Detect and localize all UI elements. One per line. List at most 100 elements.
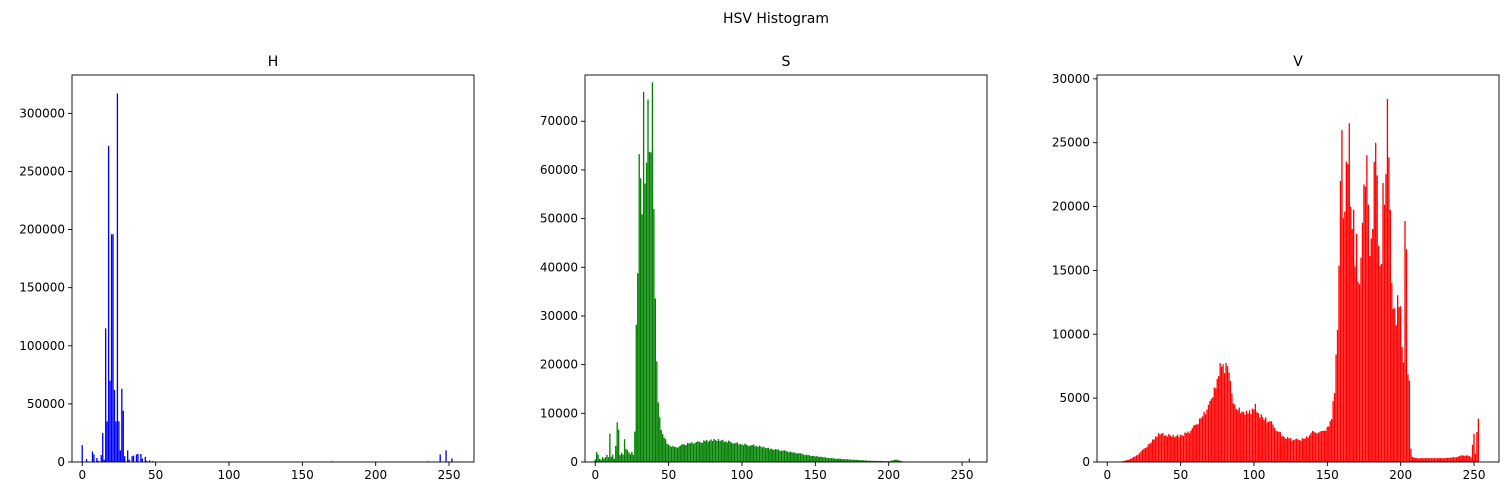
histogram-bar [612,454,614,462]
histogram-bar [879,460,881,462]
histogram-bar [761,447,764,462]
histogram-bar [864,460,866,462]
histogram-bar [1171,436,1173,462]
histogram-bar [1285,438,1287,462]
histogram-bar [647,99,649,462]
histogram-bar [783,450,786,462]
histogram-bar [96,457,98,462]
histogram-bar [1281,436,1283,462]
histogram-bar [116,93,119,462]
histogram-bar [1420,458,1422,462]
histogram-bars-v [1119,99,1480,463]
histogram-bar [744,443,746,462]
histogram-bar [1144,447,1146,462]
histogram-bar [863,460,865,462]
histogram-bar [714,440,717,462]
histogram-bar [835,458,837,462]
histogram-bar [1364,186,1367,462]
histogram-bar [1372,229,1374,462]
histogram-bar [1446,457,1449,462]
histogram-bar [703,440,705,462]
histogram-bar [672,445,674,462]
histogram-bar [968,458,970,462]
histogram-bar [1213,387,1215,462]
histogram-bar [747,445,749,462]
histogram-bar [1416,458,1418,462]
x-tick-label: 150 [1316,468,1339,482]
histogram-bar [827,457,830,462]
histogram-bar [858,460,860,462]
histogram-bar [833,458,835,462]
histogram-bar [1347,164,1349,462]
histogram-bar [814,456,816,462]
histogram-bar [1432,458,1434,462]
y-tick-label: 40000 [540,260,578,274]
histogram-bar [899,460,902,462]
histogram-bar [1414,457,1416,462]
histogram-bar [876,460,878,462]
histogram-bar [1448,457,1450,462]
histogram-bar [780,450,783,462]
histogram-bar [1147,444,1149,462]
histogram-bar [1397,295,1399,462]
histogram-bar [622,454,624,462]
histogram-bar [140,453,142,462]
histogram-bar [662,433,664,462]
histogram-bar [1413,457,1415,462]
histogram-bar [711,440,714,462]
histogram-bar [439,454,441,462]
histogram-bar [726,442,728,462]
histogram-bar [1196,424,1198,462]
histogram-bar [1154,436,1157,462]
histogram-bar [681,444,683,462]
histogram-bar [604,457,607,462]
histogram-bar [1134,456,1136,462]
histogram-bar [1157,433,1160,462]
histogram-bar [1137,454,1139,462]
histogram-bar [1146,447,1148,462]
histogram-bar [1276,431,1279,462]
histogram-bar [1335,354,1337,462]
histogram-bar [1399,306,1402,462]
histogram-bar [1245,410,1248,462]
histogram-bar [1430,458,1433,462]
histogram-bar [1398,307,1400,462]
histogram-bar [144,456,146,462]
histogram-bar [1411,456,1414,462]
histogram-bar [1275,430,1277,462]
histogram-bar [1377,245,1380,462]
histogram-bar [707,441,709,462]
histogram-bar [716,441,718,462]
x-tick-label: 50 [1173,468,1188,482]
x-tick-label: 50 [148,468,163,482]
histogram-bar [1193,425,1195,462]
histogram-bar [1370,238,1372,462]
histogram-bar [704,441,706,462]
histogram-bar [684,444,686,462]
x-tick-label: 250 [438,468,461,482]
histogram-bar [1363,184,1365,462]
histogram-bar [1149,443,1151,462]
histogram-bar [1383,204,1386,462]
histogram-bar [842,459,844,462]
histogram-bar [682,444,684,462]
histogram-bar [1226,366,1229,462]
histogram-bar [782,450,784,462]
histogram-bar [697,441,699,462]
histogram-bar [1385,174,1387,463]
histogram-bar [892,460,894,462]
histogram-bar [1382,183,1384,463]
histogram-bar [1298,440,1301,462]
x-tick-label: 50 [661,468,676,482]
histogram-bar [1300,440,1302,462]
histogram-bar [1424,457,1427,462]
histogram-bar [898,460,900,462]
histogram-bar [1435,458,1437,462]
histogram-bar [689,443,692,462]
histogram-bar [1166,436,1169,462]
histogram-bar [1207,404,1210,462]
histogram-bar [748,445,750,462]
subplot-v: V 0 50 100 150 200 250 0 5000 10000 15000 20000 2500… [1052,54,1500,482]
histogram-bar [1174,437,1176,462]
histogram-bar [1152,439,1154,462]
